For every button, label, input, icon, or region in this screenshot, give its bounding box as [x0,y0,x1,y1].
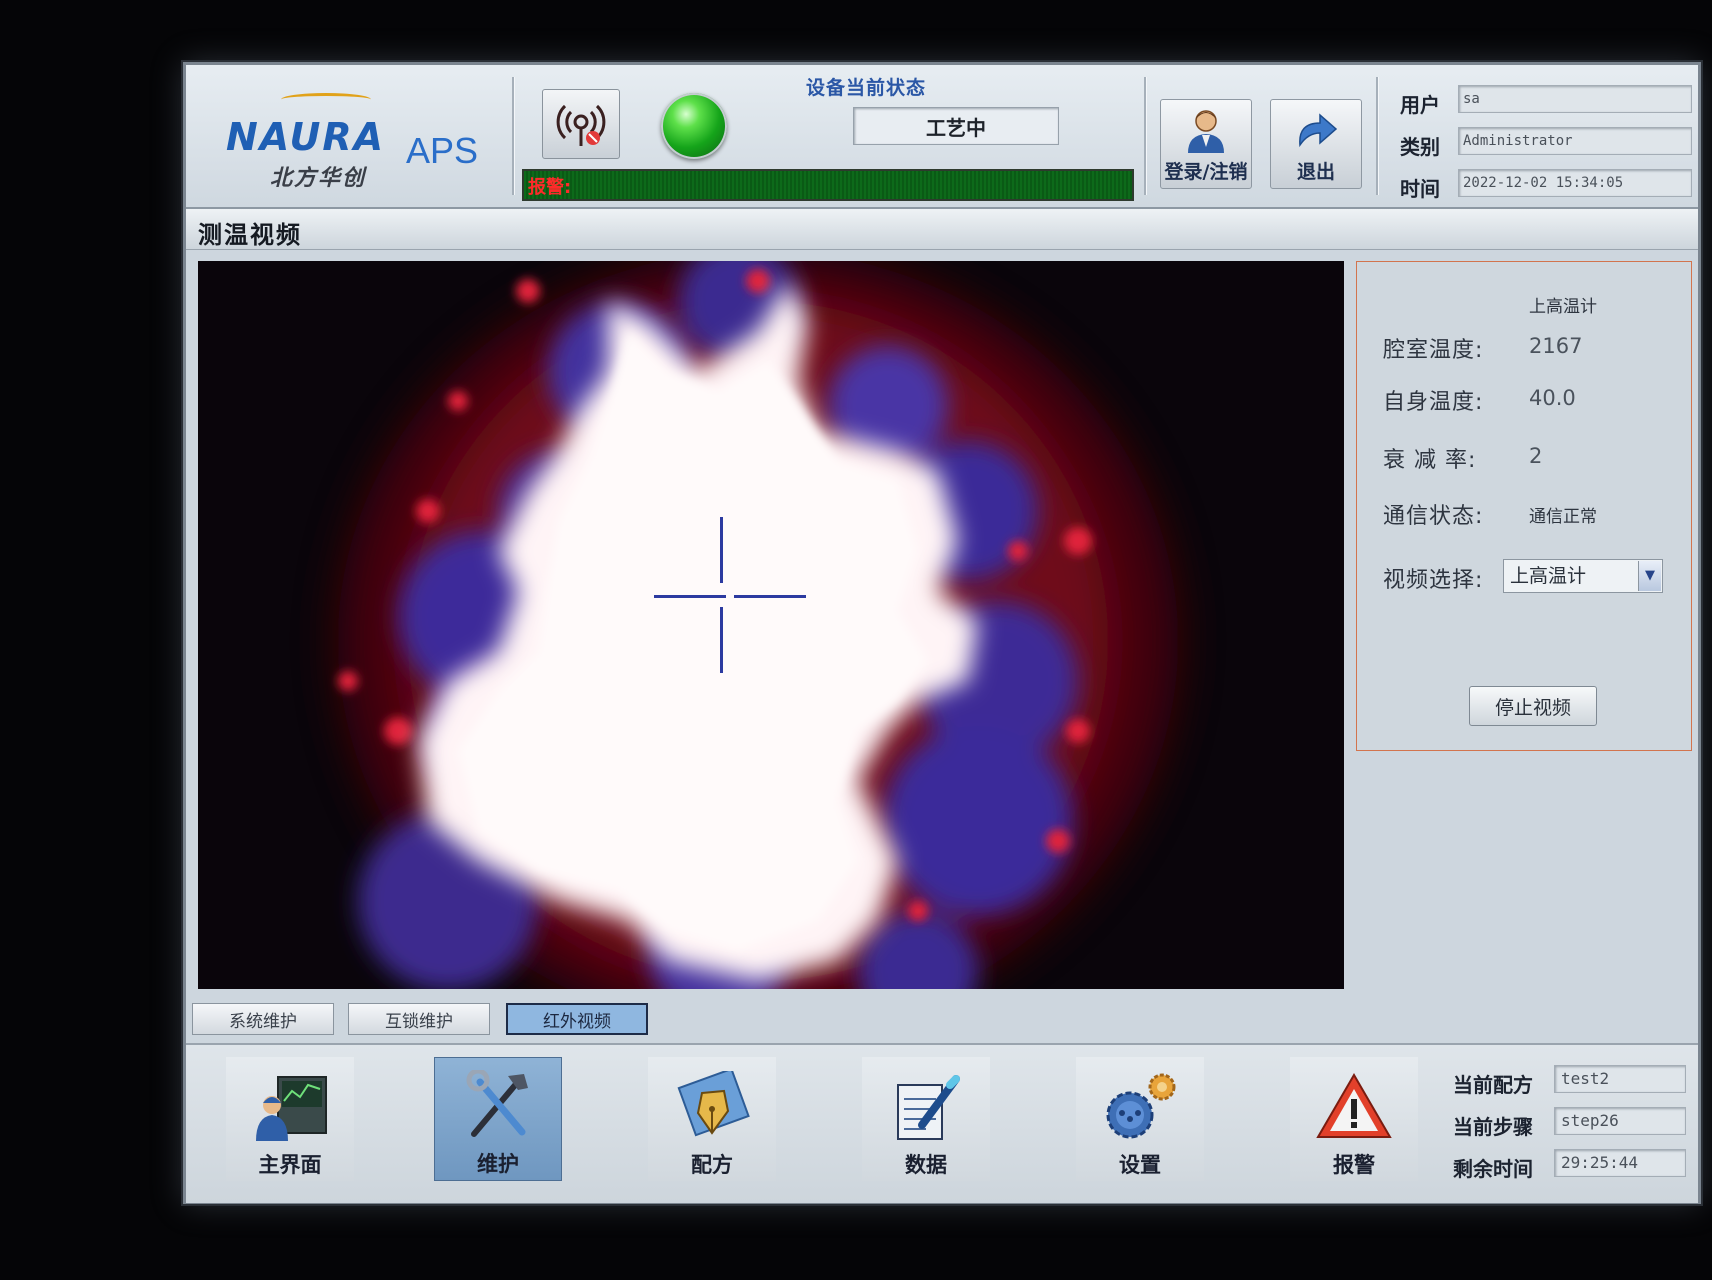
page-title-bar: 测温视频 [186,209,1698,250]
exit-button[interactable]: 退出 [1270,99,1362,189]
monitor-operator-icon [256,1076,327,1141]
product-name: APS [406,130,479,171]
divider [1376,77,1379,195]
divider [512,77,515,195]
logo-chinese-text: 北方华创 [270,166,367,191]
stop-video-button[interactable]: 停止视频 [1469,686,1597,726]
time-field: 2022-12-02 15:34:05 [1458,169,1692,197]
nav-recipe[interactable]: 配方 [648,1057,776,1181]
attenuation-value: 2 [1529,444,1543,468]
infrared-video-view [198,261,1344,989]
subtab-system-maintenance[interactable]: 系统维护 [192,1003,334,1035]
pen-nib-icon [677,1071,750,1137]
alarm-label: 报警: [528,177,572,198]
video-select-label: 视频选择: [1383,568,1484,593]
logo-swoosh [281,93,371,106]
subtab-interlock-maintenance[interactable]: 互锁维护 [348,1003,490,1035]
user-icon [1188,110,1224,153]
remaining-time-value: 29:25:44 [1554,1149,1686,1177]
bottom-nav-bar: 主界面 维护 配方 [186,1043,1698,1203]
gears-icon [1106,1073,1176,1139]
nav-data-label: 数据 [905,1153,947,1177]
nav-main[interactable]: 主界面 [226,1057,354,1181]
current-recipe-label: 当前配方 [1453,1073,1533,1097]
hmi-screen: NAURA 北方华创 APS 报警: 设备当前状态 工艺中 [183,62,1701,1204]
nav-data[interactable]: 数据 [862,1057,990,1181]
header-bar: NAURA 北方华创 APS 报警: 设备当前状态 工艺中 [186,65,1698,209]
remaining-time-label: 剩余时间 [1453,1157,1533,1181]
current-step-label: 当前步骤 [1453,1115,1533,1139]
brand-logo: NAURA 北方华创 APS [206,75,506,195]
nav-recipe-label: 配方 [691,1153,733,1177]
self-temp-label: 自身温度: [1383,390,1484,415]
category-label: 类别 [1400,135,1440,159]
attenuation-label: 衰 减 率: [1383,448,1477,473]
status-indicator-light [661,93,727,159]
user-label: 用户 [1400,93,1440,117]
subtab-infrared-video[interactable]: 红外视频 [506,1003,648,1035]
chamber-temp-label: 腔室温度: [1383,338,1484,363]
pyrometer-panel: 上高温计 腔室温度: 2167 自身温度: 40.0 衰 减 率: 2 通信状态… [1356,261,1692,751]
device-status-value: 工艺中 [853,107,1059,145]
alarm-signal-button[interactable] [542,89,620,159]
warning-icon [1316,1073,1392,1138]
self-temp-value: 40.0 [1529,386,1576,410]
nav-maintenance-label: 维护 [477,1152,519,1176]
comm-status-value: 通信正常 [1529,507,1597,527]
current-recipe-value: test2 [1554,1065,1686,1093]
nav-settings[interactable]: 设置 [1076,1057,1204,1181]
thermal-image [198,261,1344,989]
divider [1144,77,1147,195]
comm-status-label: 通信状态: [1383,504,1484,529]
login-logout-label: 登录/注销 [1164,161,1248,183]
video-select-dropdown[interactable]: 上高温计 ▼ [1503,559,1663,593]
nav-alarm[interactable]: 报警 [1290,1057,1418,1181]
time-label: 时间 [1400,177,1440,201]
tools-icon [466,1070,528,1137]
login-logout-button[interactable]: 登录/注销 [1160,99,1252,189]
video-select-value: 上高温计 [1510,565,1587,587]
device-status-title: 设备当前状态 [806,77,927,99]
panel-heading: 上高温计 [1529,297,1597,317]
current-step-value: step26 [1554,1107,1686,1135]
logo-naura-text: NAURA [226,115,386,159]
chevron-down-icon[interactable]: ▼ [1638,561,1661,591]
category-field: Administrator [1458,127,1692,155]
nav-alarm-label: 报警 [1333,1153,1375,1177]
nav-main-label: 主界面 [258,1153,322,1177]
chamber-temp-value: 2167 [1529,334,1583,358]
page-title: 测温视频 [198,221,302,249]
alarm-message-bar: 报警: [522,169,1134,201]
exit-arrow-icon [1299,113,1338,148]
radio-signal-icon [556,104,606,146]
notepad-pen-icon [897,1075,960,1140]
nav-settings-label: 设置 [1119,1153,1161,1177]
exit-label: 退出 [1296,161,1335,183]
user-field: sa [1458,85,1692,113]
nav-maintenance[interactable]: 维护 [434,1057,562,1181]
